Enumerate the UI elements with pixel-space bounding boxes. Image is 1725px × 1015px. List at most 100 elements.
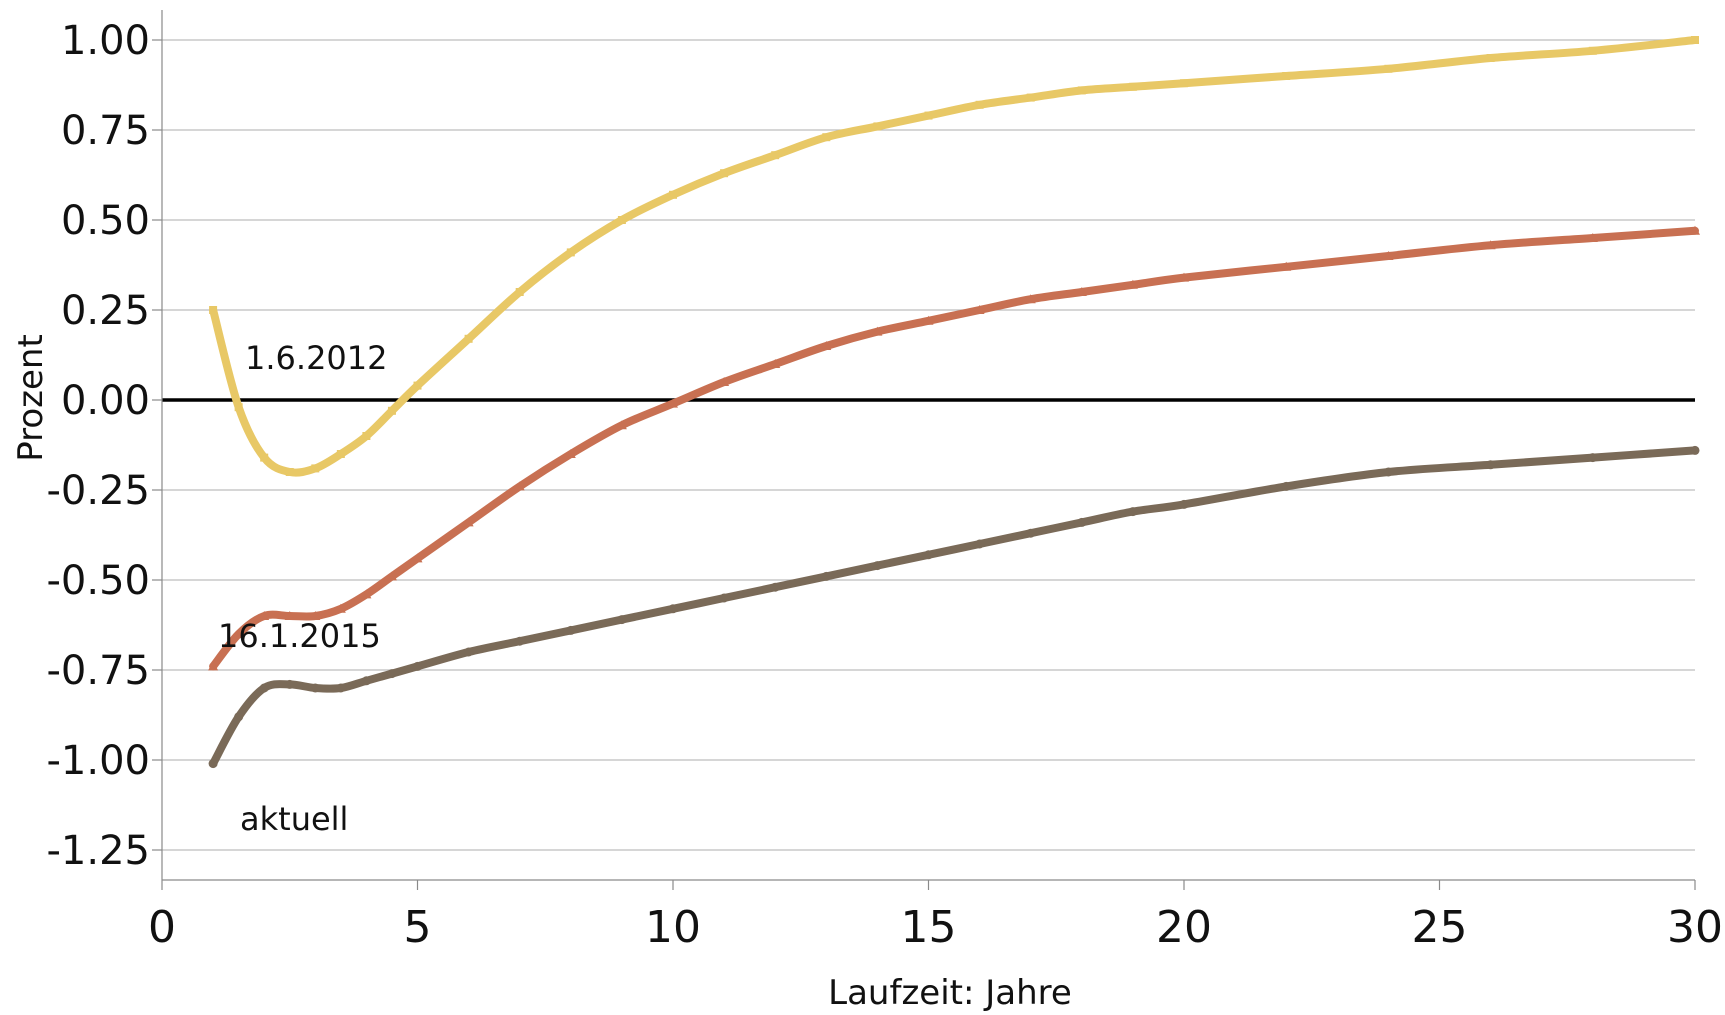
y-tick-label: -1.00 — [47, 738, 151, 784]
data-point — [719, 593, 729, 603]
data-point — [821, 571, 831, 581]
data-point — [975, 539, 985, 549]
data-point — [464, 647, 474, 657]
data-point — [565, 449, 576, 458]
data-point — [924, 550, 933, 560]
data-point — [821, 341, 832, 350]
data-point — [1383, 467, 1393, 477]
x-tick-label: 10 — [645, 902, 701, 953]
data-point — [1485, 240, 1496, 250]
data-point — [1128, 82, 1137, 91]
data-point — [387, 669, 397, 679]
data-point — [386, 571, 397, 581]
data-point — [669, 190, 677, 199]
data-point — [387, 406, 396, 415]
data-point — [873, 122, 882, 131]
y-tick-label: -0.75 — [47, 648, 151, 694]
data-point — [1588, 46, 1597, 55]
data-point — [1025, 294, 1036, 304]
data-point — [335, 603, 346, 613]
data-point — [923, 315, 934, 325]
y-tick-label: -0.50 — [47, 558, 151, 604]
y-tick-label: 0.75 — [61, 108, 150, 154]
data-point — [208, 661, 219, 671]
data-point — [1282, 72, 1291, 80]
data-point — [974, 305, 985, 314]
y-axis-title: Prozent — [11, 334, 51, 462]
data-point — [617, 216, 626, 224]
data-point — [1281, 481, 1291, 491]
data-point — [284, 611, 295, 620]
data-point — [1179, 499, 1189, 509]
data-point — [234, 403, 243, 412]
data-point — [361, 676, 371, 686]
x-tick-label: 25 — [1412, 902, 1468, 953]
data-point — [924, 111, 933, 120]
x-tick-label: 20 — [1156, 902, 1212, 953]
data-point — [771, 151, 780, 160]
data-point — [463, 517, 474, 527]
data-point — [566, 248, 575, 257]
x-tick-label: 5 — [404, 902, 432, 953]
data-point — [668, 604, 678, 614]
data-point — [1179, 272, 1189, 282]
data-point — [1588, 453, 1598, 463]
data-point — [259, 683, 269, 693]
data-point — [1587, 233, 1598, 242]
data-point — [1077, 86, 1086, 95]
data-point — [514, 481, 525, 491]
data-point — [872, 326, 883, 336]
tick-labels: 1.00 0.75 0.50 0.25 0.00 -0.25 -0.50 -0.75 -1.00… — [47, 18, 1724, 953]
data-point — [616, 420, 627, 430]
data-point — [566, 625, 576, 635]
data-point — [336, 683, 346, 693]
gridlines — [162, 39, 1695, 851]
data-point — [975, 100, 984, 109]
data-point — [1691, 36, 1699, 44]
data-point — [260, 453, 269, 462]
data-point — [285, 679, 295, 689]
data-point — [464, 334, 473, 343]
data-point — [1486, 460, 1496, 470]
data-point — [1384, 64, 1393, 73]
data-point — [1076, 287, 1087, 296]
data-point — [362, 432, 371, 440]
x-tick-label: 0 — [148, 902, 176, 953]
data-point — [1077, 517, 1087, 527]
data-point — [336, 450, 345, 458]
data-point — [311, 464, 320, 473]
data-point — [1026, 528, 1036, 538]
series-line-2 — [209, 446, 1699, 768]
y-tick-label: 1.00 — [61, 18, 150, 64]
series-line-0 — [209, 36, 1699, 477]
data-point — [361, 589, 372, 599]
x-axis-title: Laufzeit: Jahre — [828, 973, 1072, 1011]
series-lines — [208, 36, 1700, 769]
data-point — [1180, 79, 1188, 88]
data-point — [720, 169, 729, 178]
data-point — [285, 468, 294, 476]
x-tick-label: 15 — [901, 902, 957, 953]
data-point — [233, 629, 244, 638]
data-point — [1281, 261, 1292, 271]
y-tick-label: -1.25 — [47, 828, 151, 874]
data-point — [1690, 445, 1700, 455]
y-tick-label: 0.50 — [61, 198, 150, 244]
annotation-2015: 16.1.2015 — [218, 617, 381, 655]
data-point — [515, 636, 525, 646]
data-point — [1486, 54, 1495, 62]
data-point — [1128, 507, 1138, 517]
data-point — [770, 359, 781, 368]
data-point — [412, 553, 423, 563]
data-point — [413, 661, 422, 671]
x-tick-label: 30 — [1667, 902, 1723, 953]
data-point — [668, 398, 678, 408]
data-point — [208, 759, 218, 769]
data-point — [515, 288, 524, 296]
data-point — [822, 133, 831, 142]
data-point — [209, 306, 218, 314]
data-point — [1026, 93, 1035, 102]
y-tick-label: 0.25 — [61, 288, 150, 334]
data-point — [1383, 251, 1394, 260]
